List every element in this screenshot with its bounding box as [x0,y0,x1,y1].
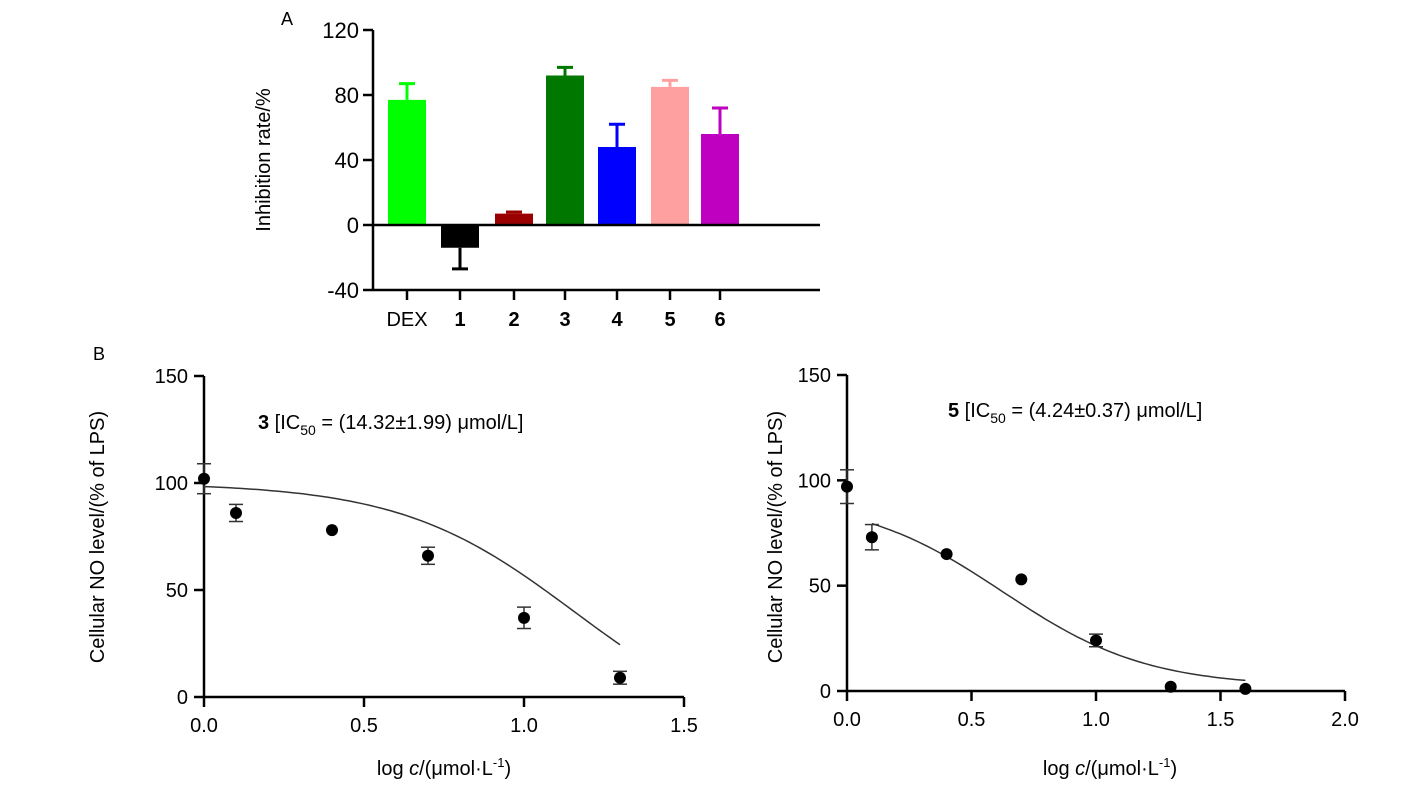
xlabel-sup: -1 [1159,755,1171,770]
xlabel-italic: c [1075,758,1085,780]
annotation-post: = (4.24±0.37) μmol/L] [1006,400,1202,422]
x-tick-label: 1.5 [670,715,698,737]
data-point [1239,682,1252,695]
x-tick-label-DEX: DEX [386,309,427,331]
data-point [518,611,530,624]
x-tick-label: 0.0 [190,715,218,737]
annotation-ic50-3: 3 [IC50 = (14.32±1.99) μmol/L] [258,412,523,438]
y-tick-label: 150 [798,365,831,387]
x-tick-label-5: 5 [664,309,675,331]
y-tick-label-a: 40 [335,148,359,173]
bar-5 [651,86,689,225]
data-point [1164,680,1177,693]
xlabel-post: ) [504,758,511,780]
x-tick-label: 2.0 [1331,709,1359,731]
y-axis-label-a: Inhibition rate/% [253,88,275,232]
fit-curve [871,522,1246,682]
axes-b-left: 0 50 100 150 0.0 0.5 1.0 1.5 [155,366,698,737]
x-axis-label-b-right: log c/(μmol·L-1) [1043,755,1177,780]
y-axis-label-b-right: Cellular NO level/(% of LPS) [765,411,787,663]
dose-response-chart-3: Cellular NO level/(% of LPS) 3 [IC50 = (… [87,366,698,780]
annotation-sub: 50 [990,410,1006,426]
x-tick-label-2: 2 [508,309,519,331]
dose-response-chart-5: Cellular NO level/(% of LPS) 5 [IC50 = (… [765,365,1359,780]
xlabel-pre: log [377,758,409,780]
y-tick-label-a: 120 [322,18,359,43]
data-point [326,524,338,537]
y-tick-label: 50 [166,580,188,602]
y-tick-label: 100 [798,470,831,492]
x-tick-label: 1.5 [1207,709,1235,731]
y-tick-label-a: 0 [347,213,359,238]
x-tick-label: 0.5 [958,709,986,731]
xlabel-mid: /(μmol·L [419,758,493,780]
y-tick-label: 100 [155,473,188,495]
x-tick-label-4: 4 [611,309,623,331]
annotation-pre: [IC [959,400,990,422]
x-tick-label-1: 1 [454,309,465,331]
data-point [422,549,434,562]
y-tick-label: 0 [820,681,831,703]
data-point [230,506,242,519]
data-point [1090,634,1102,647]
x-tick-label: 0.0 [833,709,861,731]
y-axis-label-b-left: Cellular NO level/(% of LPS) [87,411,109,663]
y-tick-label-a: 80 [335,83,359,108]
x-tick-label-6: 6 [714,309,725,331]
data-point [865,531,878,544]
annotation-pre: [IC [269,412,300,434]
xlabel-italic: c [409,758,419,780]
data-point [1015,573,1028,586]
bar-4 [598,147,636,225]
annotation-sub: 50 [300,422,316,438]
xlabel-mid: /(μmol·L [1085,758,1159,780]
bars-a [373,65,820,271]
y-tick-label: 50 [809,576,831,598]
data-point [940,548,953,561]
xlabel-sup: -1 [493,755,505,770]
x-axis-label-b-left: log c/(μmol·L-1) [377,755,511,780]
y-tick-label: 150 [155,366,188,388]
bar-2 [495,213,533,225]
x-ticks-a: DEX 1 2 3 4 5 6 [386,290,726,331]
annotation-compound-5: 5 [948,400,959,422]
y-ticks-a: 120 80 40 0 -40 [322,18,820,303]
y-tick-label: 0 [177,687,188,709]
bar-DEX [388,99,426,225]
bar-chart-inhibition: Inhibition rate/% 120 80 40 0 -40 DEX 1 2 3 4 5 6 [253,18,820,331]
data-point [614,671,626,684]
x-tick-label-3: 3 [559,309,570,331]
xlabel-pre: log [1043,758,1075,780]
bar-3 [546,75,584,225]
annotation-ic50-5: 5 [IC50 = (4.24±0.37) μmol/L] [948,400,1202,426]
y-tick-label-a: -40 [327,278,359,303]
panel-label-a: A [281,9,293,29]
panel-label-b: B [93,344,105,364]
axes-b-right: 0 50 100 150 0.0 0.5 1.0 1.5 2.0 [798,365,1359,731]
x-tick-label: 1.0 [510,715,538,737]
xlabel-post: ) [1170,758,1177,780]
bar-1 [441,225,479,248]
fit-curve [203,485,621,646]
data-point [841,480,853,493]
annotation-compound-3: 3 [258,412,269,434]
x-tick-label: 1.0 [1082,709,1110,731]
bar-6 [701,134,739,225]
x-tick-label: 0.5 [350,715,378,737]
annotation-post: = (14.32±1.99) μmol/L] [316,412,524,434]
data-point [198,472,210,485]
plot-b-right [840,469,1252,695]
plot-b-left [197,462,627,685]
